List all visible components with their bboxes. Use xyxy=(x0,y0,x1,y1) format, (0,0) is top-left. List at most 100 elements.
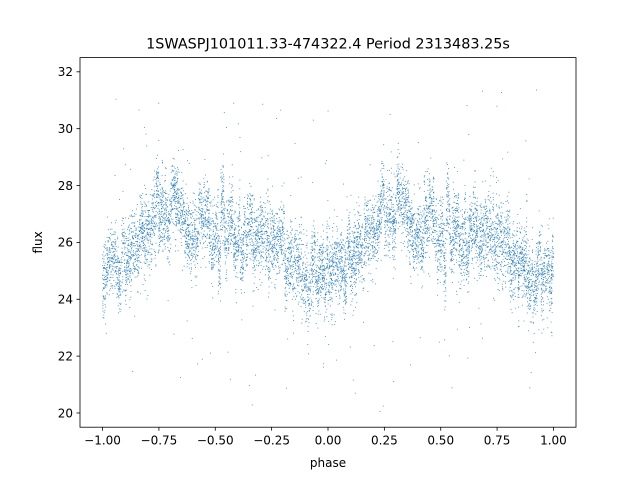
data-point xyxy=(520,272,522,274)
data-point xyxy=(372,246,374,248)
data-point xyxy=(403,214,405,215)
data-point xyxy=(200,267,202,268)
data-point xyxy=(417,245,419,247)
data-point xyxy=(496,232,498,234)
data-point xyxy=(148,233,150,235)
data-point xyxy=(255,269,257,271)
data-point xyxy=(261,207,263,209)
data-point xyxy=(134,245,136,247)
data-point xyxy=(509,254,511,255)
data-point xyxy=(466,248,468,250)
data-point xyxy=(479,236,481,238)
data-point xyxy=(341,274,343,276)
data-point xyxy=(477,197,479,199)
data-point xyxy=(350,276,352,278)
data-point xyxy=(378,193,380,195)
data-point xyxy=(257,229,259,231)
data-point xyxy=(342,244,344,246)
data-point xyxy=(387,242,389,244)
data-point xyxy=(461,248,462,249)
data-point xyxy=(185,221,187,223)
data-point xyxy=(298,270,300,272)
data-point xyxy=(453,233,455,235)
data-point xyxy=(234,211,236,213)
data-point xyxy=(361,252,363,254)
data-point xyxy=(169,237,171,239)
data-point xyxy=(468,217,470,219)
data-point xyxy=(341,241,343,243)
data-point xyxy=(546,280,548,281)
data-point xyxy=(115,98,117,100)
data-point xyxy=(321,275,323,277)
data-point xyxy=(340,251,342,253)
data-point xyxy=(551,261,553,263)
data-point xyxy=(444,225,446,226)
data-point xyxy=(195,244,197,246)
data-point xyxy=(367,210,369,212)
data-point xyxy=(275,279,277,280)
data-point xyxy=(261,237,263,239)
data-point xyxy=(260,196,262,198)
data-point xyxy=(299,292,301,294)
data-point xyxy=(223,208,225,210)
data-point xyxy=(424,208,426,210)
data-point xyxy=(264,226,265,228)
data-point xyxy=(109,237,111,239)
data-point xyxy=(520,264,522,266)
data-point xyxy=(455,221,457,223)
data-point xyxy=(458,235,460,237)
data-point xyxy=(513,299,515,301)
data-point xyxy=(290,256,292,258)
data-point xyxy=(258,224,260,226)
data-point xyxy=(464,219,466,220)
data-point xyxy=(550,276,552,278)
data-point xyxy=(527,264,529,266)
data-point xyxy=(235,268,236,270)
data-point xyxy=(204,223,206,225)
data-point xyxy=(156,173,158,175)
data-point xyxy=(265,253,266,255)
data-point xyxy=(260,208,262,210)
data-point xyxy=(230,221,232,223)
data-point xyxy=(168,221,170,223)
data-point xyxy=(221,220,223,222)
data-point xyxy=(158,217,160,219)
data-point xyxy=(190,259,192,261)
data-point xyxy=(402,167,403,169)
data-point xyxy=(482,243,484,245)
data-point xyxy=(390,233,392,235)
data-point xyxy=(321,252,323,253)
data-point xyxy=(378,227,380,229)
data-point xyxy=(539,264,541,266)
data-point xyxy=(542,274,544,276)
data-point xyxy=(113,258,115,260)
data-point xyxy=(295,265,297,266)
data-point xyxy=(109,257,111,259)
data-point xyxy=(367,229,369,231)
data-point xyxy=(115,267,117,269)
data-point xyxy=(457,253,459,255)
data-point xyxy=(502,288,504,290)
data-point xyxy=(351,240,353,242)
data-point xyxy=(151,189,153,191)
data-point xyxy=(347,247,349,248)
data-point xyxy=(361,259,363,261)
data-point xyxy=(119,273,121,274)
data-point xyxy=(188,247,190,249)
data-point xyxy=(109,265,111,267)
data-point xyxy=(355,265,357,267)
data-point xyxy=(296,248,298,250)
data-point xyxy=(186,197,188,199)
data-point xyxy=(498,205,500,207)
data-point xyxy=(176,194,177,195)
data-point xyxy=(283,244,285,246)
data-point xyxy=(308,322,310,324)
data-point xyxy=(468,291,470,293)
data-point xyxy=(442,214,444,216)
data-point xyxy=(340,271,342,273)
data-point xyxy=(542,297,544,299)
data-point xyxy=(467,219,469,221)
data-point xyxy=(291,265,293,267)
data-point xyxy=(429,208,431,210)
data-point xyxy=(298,272,300,274)
